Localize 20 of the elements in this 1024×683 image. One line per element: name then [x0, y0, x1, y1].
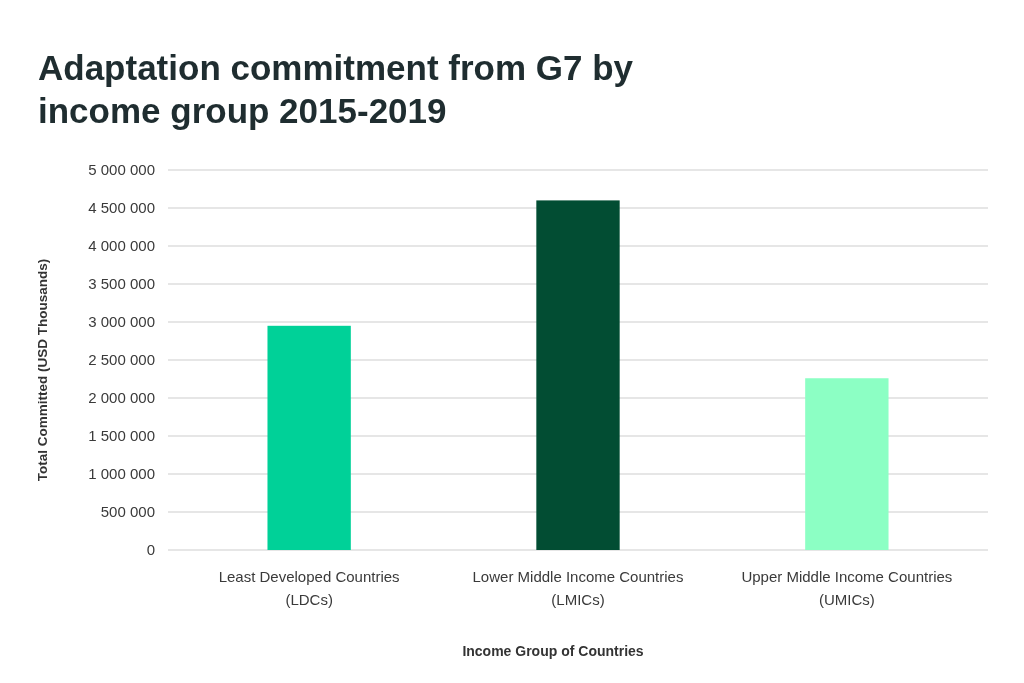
bar: [805, 378, 889, 550]
y-axis-title: Total Committed (USD Thousands): [35, 258, 50, 482]
chart-title: Adaptation commitment from G7 by income group 2015-2019: [38, 48, 634, 130]
x-tick-label: Lower Middle Income Countries (LMICs): [472, 568, 684, 608]
y-tick-label: 0: [146, 541, 155, 559]
x-tick-label: Upper Middle Income Countries (UMICs): [741, 568, 953, 608]
y-tick-label: 4 500 000: [88, 199, 155, 217]
y-tick-label: 2 500 000: [88, 351, 155, 369]
y-tick-label: 4 000 000: [88, 237, 155, 255]
y-tick-label: 1 000 000: [88, 465, 155, 483]
y-tick-label: 3 500 000: [88, 275, 155, 293]
y-tick-label: 1 500 000: [88, 427, 155, 445]
y-tick-label: 2 000 000: [88, 389, 155, 407]
y-tick-label: 500 000: [100, 503, 155, 521]
y-tick-label: 5 000 000: [88, 161, 155, 179]
bar: [267, 325, 351, 550]
bar: [536, 200, 620, 550]
x-tick-label: Least Developed Countries (LDCs): [218, 568, 400, 608]
x-axis-title: Income Group of Countries: [462, 643, 644, 659]
y-tick-label: 3 000 000: [88, 313, 155, 331]
